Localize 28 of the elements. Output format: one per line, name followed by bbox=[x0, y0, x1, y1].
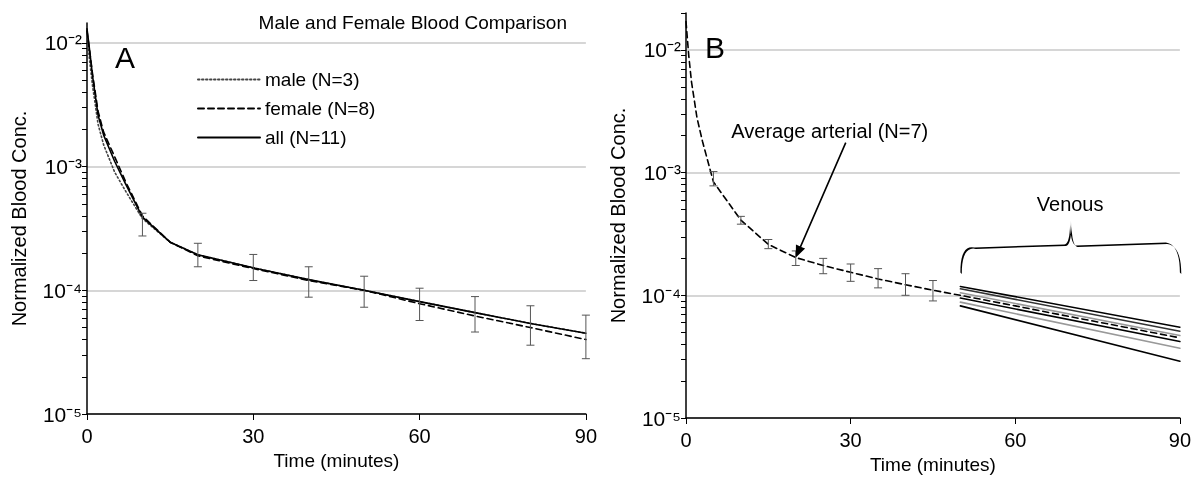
annotation: A bbox=[115, 40, 136, 74]
x-tick-label: 30 bbox=[839, 429, 862, 451]
y-tick-label: 10⁻⁴ bbox=[641, 283, 681, 307]
y-tick-label: 10⁻⁵ bbox=[641, 406, 681, 430]
y-tick-label: 10⁻⁴ bbox=[42, 278, 82, 302]
annotation: Average arterial (N=7) bbox=[731, 119, 929, 142]
x-axis-title: Time (minutes) bbox=[273, 449, 400, 471]
x-axis-title: Time (minutes) bbox=[869, 453, 996, 475]
y-tick-label: 10⁻³ bbox=[44, 155, 82, 179]
annotation: B bbox=[705, 30, 726, 64]
x-tick-label: 90 bbox=[1168, 429, 1191, 451]
y-tick-label: 10⁻² bbox=[44, 31, 82, 55]
legend-label: male (N=3) bbox=[265, 69, 360, 90]
y-axis-title: Normalized Blood Conc. bbox=[8, 110, 30, 327]
x-tick-label: 60 bbox=[408, 425, 431, 447]
x-tick-label: 0 bbox=[81, 425, 93, 447]
chart-title: Male and Female Blood Comparison bbox=[258, 12, 568, 33]
legend-label: all (N=11) bbox=[265, 127, 347, 148]
x-tick-label: 90 bbox=[574, 425, 597, 447]
y-tick-label: 10⁻² bbox=[643, 38, 681, 62]
legend-label: female (N=8) bbox=[265, 98, 376, 119]
x-tick-label: 60 bbox=[1004, 429, 1027, 451]
y-tick-label: 10⁻³ bbox=[643, 161, 681, 185]
x-tick-label: 0 bbox=[680, 429, 692, 451]
x-tick-label: 30 bbox=[242, 425, 265, 447]
y-tick-label: 10⁻⁵ bbox=[42, 402, 82, 426]
y-axis-title: Normalized Blood Conc. bbox=[607, 107, 629, 324]
annotation: Venous bbox=[1036, 193, 1104, 216]
